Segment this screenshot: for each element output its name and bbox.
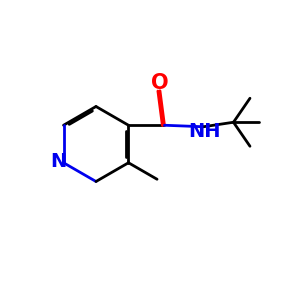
Text: NH: NH <box>189 122 221 141</box>
Text: N: N <box>50 152 66 171</box>
Text: O: O <box>151 73 169 93</box>
